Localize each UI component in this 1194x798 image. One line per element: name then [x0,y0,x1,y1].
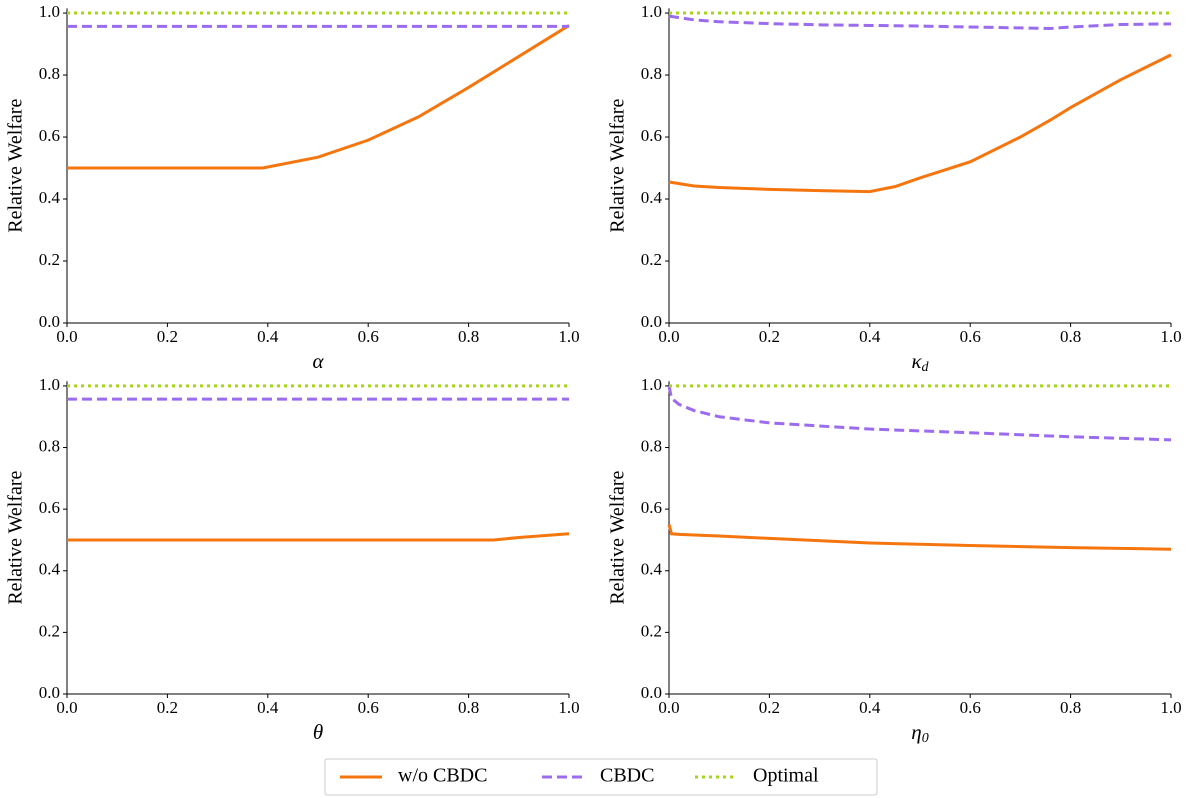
y-tick-label: 0.2 [641,250,662,269]
y-tick-label: 0.0 [641,683,662,702]
x-axis-symbol: θ [313,720,323,744]
x-tick-label: 1.0 [1160,698,1181,717]
x-axis-label: η0 [911,720,928,746]
x-tick-label: 0.6 [358,698,379,717]
y-tick-label: 0.6 [641,126,662,145]
y-tick-label: 0.0 [39,312,60,331]
y-tick-label: 1.0 [641,375,662,394]
y-tick-label: 0.4 [39,188,61,207]
y-tick-label: 0.8 [641,64,662,83]
x-tick-label: 1.0 [1160,327,1181,346]
x-tick-label: 0.4 [257,327,279,346]
x-tick-label: 1.0 [558,698,579,717]
y-tick-label: 0.4 [641,188,663,207]
x-tick-label: 0.8 [1060,698,1081,717]
y-tick-label: 0.2 [39,250,60,269]
x-tick-label: 0.4 [859,327,881,346]
x-tick-label: 0.8 [1060,327,1081,346]
y-tick-label: 0.0 [39,683,60,702]
x-tick-label: 0.8 [458,698,479,717]
y-tick-label: 1.0 [641,2,662,21]
x-axis-symbol: κ [911,349,922,373]
x-axis-subscript: 0 [922,731,929,746]
y-tick-label: 0.4 [641,560,663,579]
y-axis-label: Relative Welfare [5,99,27,233]
y-tick-label: 0.4 [39,560,61,579]
x-axis-symbol: α [312,349,324,373]
legend-box [324,758,878,796]
series-line [67,532,570,542]
y-tick-label: 0.6 [39,126,60,145]
series-line [67,24,570,170]
series-line [668,53,1172,194]
x-tick-label: 0.4 [257,698,279,717]
x-tick-label: 0.2 [157,327,178,346]
x-tick-label: 0.6 [960,327,981,346]
x-axis-symbol: η [911,720,921,744]
series-line [667,385,1172,442]
x-tick-label: 0.6 [358,327,379,346]
legend-label: CBDC [600,765,654,787]
x-tick-label: 0.2 [759,327,780,346]
legend-label: Optimal [753,765,819,787]
y-tick-label: 0.2 [641,621,662,640]
y-tick-label: 1.0 [39,375,60,394]
x-tick-label: 0.0 [56,698,77,717]
y-tick-label: 0.8 [39,436,60,455]
x-tick-label: 0.4 [859,698,881,717]
x-axis-label: α [312,349,324,373]
y-tick-label: 1.0 [39,2,60,21]
x-tick-label: 0.0 [658,327,679,346]
y-tick-label: 0.2 [39,621,60,640]
y-axis-label: Relative Welfare [607,470,629,604]
y-tick-label: 0.8 [39,64,60,83]
x-axis-label: θ [313,720,323,744]
y-axis-label: Relative Welfare [5,470,27,604]
y-tick-label: 0.6 [39,498,60,517]
x-tick-label: 0.2 [759,698,780,717]
x-axis-subscript: d [922,360,930,375]
x-tick-label: 0.6 [960,698,981,717]
y-axis-label: Relative Welfare [607,99,629,233]
series-line [668,14,1172,31]
x-tick-label: 0.0 [56,327,77,346]
y-tick-label: 0.6 [641,498,662,517]
x-axis-label: κd [911,349,929,375]
x-tick-label: 1.0 [558,327,579,346]
y-tick-label: 0.8 [641,436,662,455]
x-tick-label: 0.8 [458,327,479,346]
series-line [667,524,1172,551]
y-tick-label: 0.0 [641,312,662,331]
legend-label: w/o CBDC [398,765,487,787]
x-tick-label: 0.2 [157,698,178,717]
x-tick-label: 0.0 [658,698,679,717]
